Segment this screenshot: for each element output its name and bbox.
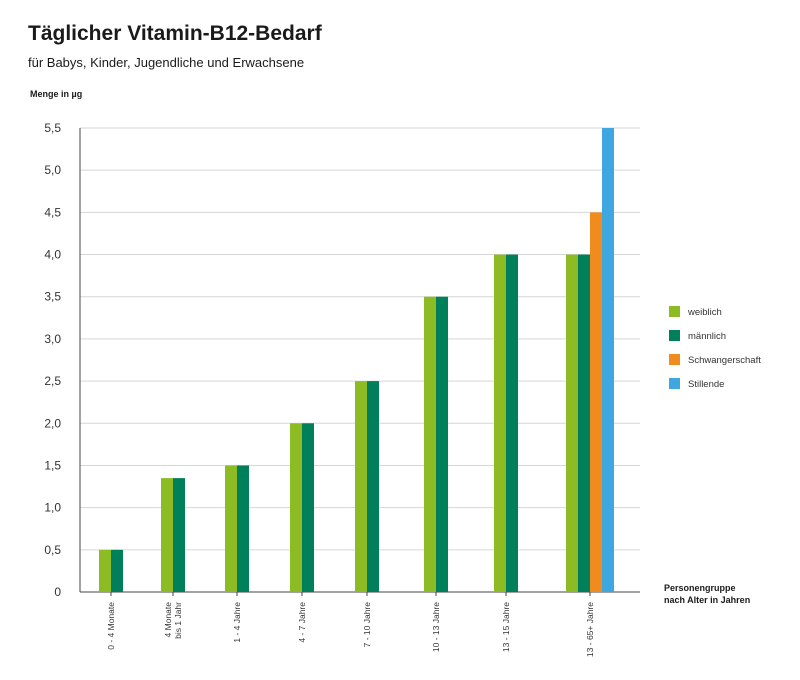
- y-tick-label: 0: [54, 585, 61, 599]
- bar-weiblich: [161, 478, 173, 592]
- bar-weiblich: [225, 465, 237, 592]
- chart-title: Täglicher Vitamin-B12-Bedarf: [28, 22, 322, 45]
- y-axis-label: Menge in µg: [30, 89, 82, 99]
- y-tick-label: 1,0: [44, 501, 61, 515]
- x-tick-label-line: 10 - 13 Jahre: [431, 602, 441, 652]
- bar-stillende: [602, 128, 614, 592]
- x-tick-label-line: 4 Monate: [163, 602, 173, 638]
- x-tick-label-line: 4 - 7 Jahre: [297, 602, 307, 643]
- y-tick-label: 0,5: [44, 543, 61, 557]
- x-tick-label: 4 Monatebis 1 Jahr: [163, 602, 183, 639]
- legend-swatch-männlich: [669, 330, 680, 341]
- x-tick-label: 13 - 15 Jahre: [501, 602, 511, 652]
- x-tick-label: 1 - 4 Jahre: [232, 602, 242, 643]
- bar-männlich: [367, 381, 379, 592]
- bar-weiblich: [290, 423, 302, 592]
- x-tick-label: 7 - 10 Jahre: [362, 602, 372, 648]
- y-tick-label: 4,5: [44, 205, 61, 219]
- bar-männlich: [173, 478, 185, 592]
- y-tick-label: 3,5: [44, 290, 61, 304]
- x-tick-label: 4 - 7 Jahre: [297, 602, 307, 643]
- bar-männlich: [302, 423, 314, 592]
- bar-schwangerschaft: [590, 212, 602, 592]
- bar-weiblich: [355, 381, 367, 592]
- bar-weiblich: [424, 296, 436, 592]
- y-tick-label: 3,0: [44, 332, 61, 346]
- legend-label-schwangerschaft: Schwangerschaft: [688, 355, 761, 366]
- legend-label-männlich: männlich: [688, 331, 726, 342]
- x-tick-label: 10 - 13 Jahre: [431, 602, 441, 652]
- x-tick-label-line: bis 1 Jahr: [173, 602, 183, 639]
- bar-weiblich: [99, 549, 111, 592]
- x-tick-label-line: 13 - 65+ Jahre: [585, 602, 595, 657]
- bar-männlich: [578, 254, 590, 592]
- y-tick-label: 2,0: [44, 416, 61, 430]
- x-axis-label-line2: nach Alter in Jahren: [664, 595, 750, 605]
- legend-swatch-stillende: [669, 378, 680, 389]
- x-tick-label-line: 1 - 4 Jahre: [232, 602, 242, 643]
- y-tick-label: 1,5: [44, 458, 61, 472]
- bar-weiblich: [494, 254, 506, 592]
- bar-männlich: [237, 465, 249, 592]
- bar-männlich: [506, 254, 518, 592]
- x-tick-label-line: 13 - 15 Jahre: [501, 602, 511, 652]
- x-tick-label-line: 7 - 10 Jahre: [362, 602, 372, 648]
- y-tick-label: 2,5: [44, 374, 61, 388]
- bar-männlich: [436, 296, 448, 592]
- legend-label-stillende: Stillende: [688, 379, 724, 390]
- legend-swatch-weiblich: [669, 306, 680, 317]
- chart-subtitle: für Babys, Kinder, Jugendliche und Erwac…: [28, 55, 305, 70]
- bar-männlich: [111, 549, 123, 592]
- legend-swatch-schwangerschaft: [669, 354, 680, 365]
- bar-weiblich: [566, 254, 578, 592]
- y-tick-label: 5,5: [44, 121, 61, 135]
- x-tick-label: 0 - 4 Monate: [106, 602, 116, 650]
- x-tick-label: 13 - 65+ Jahre: [585, 602, 595, 657]
- y-tick-label: 4,0: [44, 248, 61, 262]
- legend-label-weiblich: weiblich: [687, 307, 722, 318]
- x-tick-label-line: 0 - 4 Monate: [106, 602, 116, 650]
- x-axis-label-line1: Personengruppe: [664, 583, 736, 593]
- y-tick-label: 5,0: [44, 163, 61, 177]
